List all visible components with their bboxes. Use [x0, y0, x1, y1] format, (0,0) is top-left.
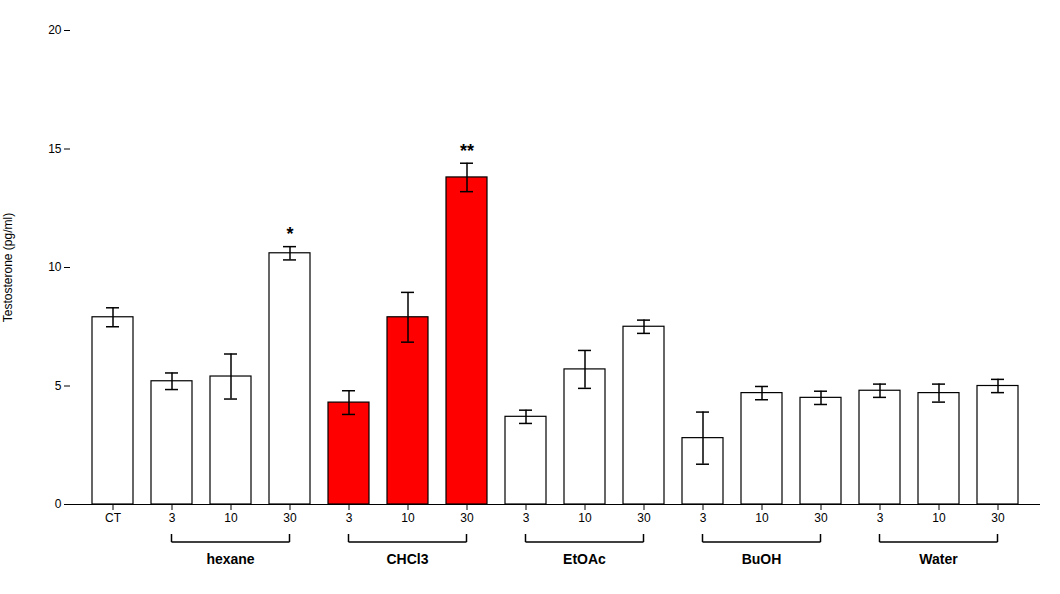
svg-text:10: 10	[48, 260, 62, 274]
svg-text:10: 10	[224, 511, 238, 525]
svg-text:15: 15	[48, 142, 62, 156]
svg-text:CT: CT	[105, 511, 122, 525]
svg-text:0: 0	[55, 497, 62, 511]
svg-text:3: 3	[700, 511, 707, 525]
svg-text:Water: Water	[919, 551, 958, 567]
svg-text:30: 30	[637, 511, 651, 525]
svg-text:20: 20	[48, 23, 62, 37]
svg-text:3: 3	[169, 511, 176, 525]
svg-text:10: 10	[578, 511, 592, 525]
svg-text:3: 3	[346, 511, 353, 525]
svg-text:5: 5	[55, 379, 62, 393]
svg-text:hexane: hexane	[206, 551, 254, 567]
svg-text:30: 30	[991, 511, 1005, 525]
svg-text:10: 10	[755, 511, 769, 525]
svg-text:Testosterone (pg/ml): Testosterone (pg/ml)	[1, 213, 15, 322]
svg-text:3: 3	[877, 511, 884, 525]
svg-text:10: 10	[401, 511, 415, 525]
svg-text:3: 3	[523, 511, 530, 525]
svg-text:*: *	[286, 224, 293, 244]
svg-text:**: **	[460, 141, 474, 161]
svg-text:BuOH: BuOH	[742, 551, 782, 567]
svg-text:30: 30	[460, 511, 474, 525]
svg-text:EtOAc: EtOAc	[563, 551, 606, 567]
svg-text:30: 30	[814, 511, 828, 525]
svg-text:10: 10	[932, 511, 946, 525]
svg-text:30: 30	[283, 511, 297, 525]
svg-text:CHCl3: CHCl3	[386, 551, 428, 567]
